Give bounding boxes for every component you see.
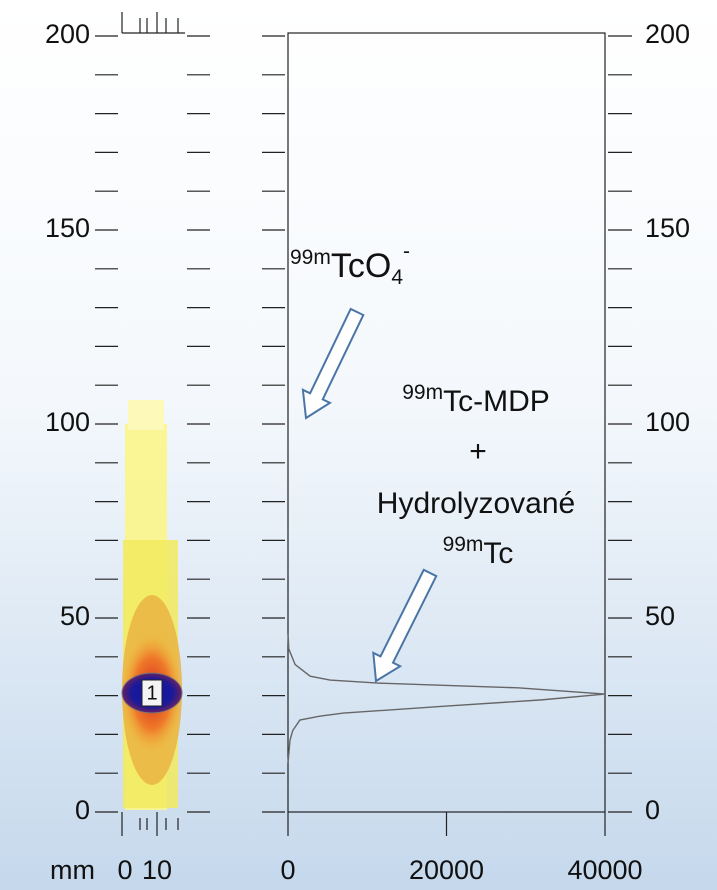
y-tick-label: 100 xyxy=(45,407,90,437)
annotation-text: Hydrolyzované xyxy=(377,487,575,520)
chart: 1 mm 99mTcO4- 99mTc-MDP + Hydrolyzované … xyxy=(0,0,717,890)
charge: - xyxy=(403,240,410,263)
strip-x-label: mm xyxy=(50,855,95,885)
formula: TcO xyxy=(331,247,391,285)
y-tick-label: 200 xyxy=(45,19,90,49)
y2-tick-label: 200 xyxy=(645,19,690,49)
x-tick-label: 20000 xyxy=(409,855,484,885)
strip-x-tick-label: 0 xyxy=(117,855,132,885)
strip-x-tick-label: 10 xyxy=(142,855,172,885)
x-tick-label: 0 xyxy=(280,855,295,885)
y2-tick-label: 150 xyxy=(645,213,690,243)
isotope: 99m xyxy=(290,246,331,269)
isotope: 99m xyxy=(443,533,484,556)
compound: Tc-MDP xyxy=(443,385,550,418)
background xyxy=(0,0,717,890)
strip-zone xyxy=(128,400,164,430)
y-tick-label: 50 xyxy=(60,601,90,631)
y2-tick-label: 100 xyxy=(645,407,690,437)
compound: Tc xyxy=(483,537,513,570)
isotope: 99m xyxy=(402,381,443,404)
y2-tick-label: 0 xyxy=(645,795,660,825)
x-tick-label: 40000 xyxy=(567,855,642,885)
spot-label: 1 xyxy=(146,682,157,704)
y2-tick-label: 50 xyxy=(645,601,675,631)
subscript: 4 xyxy=(391,266,403,289)
y-tick-label: 0 xyxy=(75,795,90,825)
y-tick-label: 150 xyxy=(45,213,90,243)
annotation-text: + xyxy=(469,435,487,468)
